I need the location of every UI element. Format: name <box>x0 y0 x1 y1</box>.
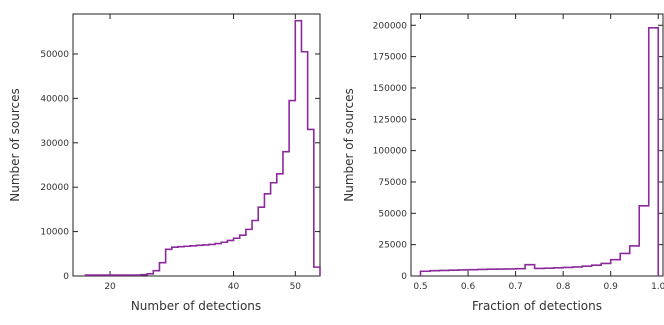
right-y-tick-label: 125000 <box>373 115 408 125</box>
left-plot-frame <box>72 13 321 277</box>
right-y-tick-label: 175000 <box>373 53 408 63</box>
left-y-tick-label: 0 <box>63 272 69 282</box>
right-y-tick-label: 75000 <box>378 178 407 188</box>
right-x-axis-label: Fraction of detections <box>472 299 602 313</box>
right-x-tick-label: 0.7 <box>508 282 522 292</box>
left-x-tick-label: 40 <box>228 282 240 292</box>
right-x-tick-label: 0.5 <box>413 282 427 292</box>
left-y-tick-label: 20000 <box>40 183 69 193</box>
right-histogram-series <box>419 26 660 276</box>
left-x-axis-label: Number of detections <box>131 299 261 313</box>
right-x-tick-label: 1.0 <box>651 282 664 292</box>
right-panel: 0.5 0.6 0.7 0.8 0.9 1.0 0 25000 50000 75000 100000… <box>342 13 664 313</box>
right-y-tick-label: 150000 <box>373 84 408 94</box>
right-y-tick-label: 50000 <box>378 209 407 219</box>
left-y-tick-label: 30000 <box>40 139 69 149</box>
left-histogram-series <box>84 19 321 276</box>
right-y-axis-label: Number of sources <box>342 88 356 202</box>
left-y-tick-label: 50000 <box>40 50 69 60</box>
right-x-tick-label: 0.6 <box>461 282 476 292</box>
right-y-tick-label: 25000 <box>378 241 407 251</box>
right-y-tick-label: 200000 <box>373 21 408 31</box>
left-x-tick-label: 50 <box>290 282 302 292</box>
right-plot-frame <box>410 13 664 277</box>
right-x-tick-label: 0.8 <box>556 282 571 292</box>
left-x-tick-label: 20 <box>104 282 116 292</box>
left-y-tick-label: 40000 <box>40 94 69 104</box>
left-y-tick-label: 10000 <box>40 228 69 238</box>
left-panel: 20 40 50 0 10000 20000 30000 40000 50000 Number … <box>8 13 321 313</box>
right-x-tick-label: 0.9 <box>604 282 619 292</box>
left-y-axis-label: Number of sources <box>8 88 22 202</box>
right-y-tick-label: 100000 <box>373 147 408 157</box>
right-y-tick-label: 0 <box>401 272 407 282</box>
